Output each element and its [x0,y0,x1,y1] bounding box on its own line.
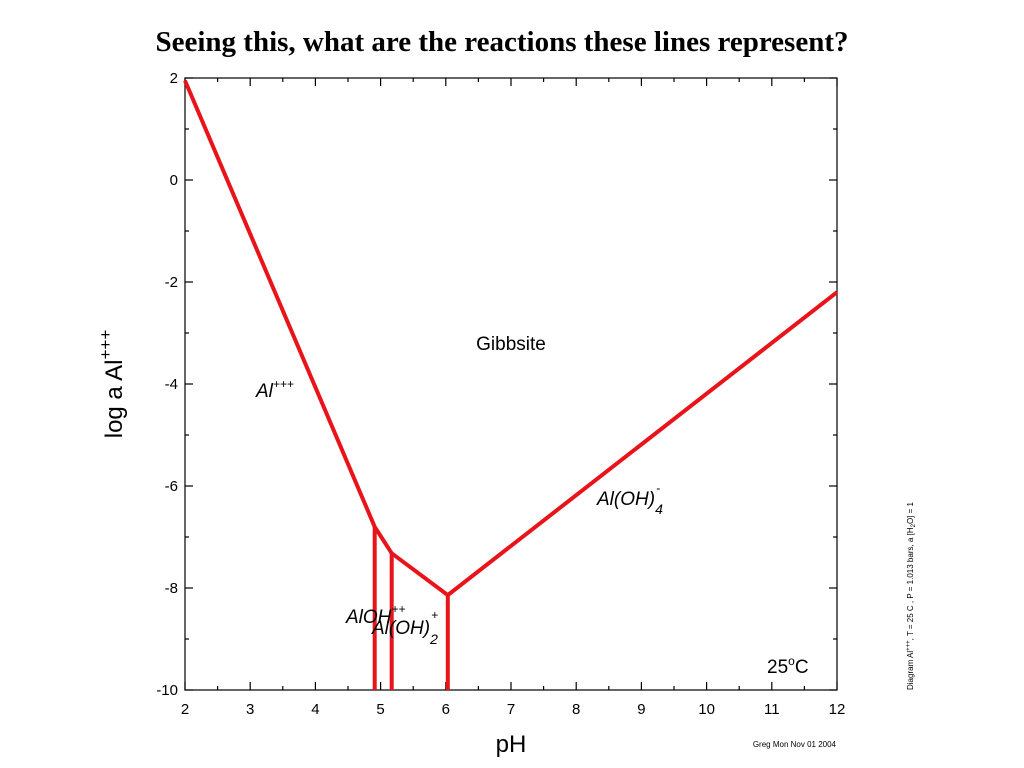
y-tick-label: -10 [156,682,178,699]
y-tick-label: 0 [170,172,178,189]
x-tick-label: 11 [764,701,780,718]
region-label-aloh: AlOH++ [345,602,405,628]
credit-text: Greg Mon Nov 01 2004 [753,740,837,749]
x-tick-label: 8 [572,701,580,718]
region-label-gibbsite: Gibbsite [476,334,546,355]
x-tick-label: 10 [698,701,715,718]
x-tick-label: 2 [181,701,189,718]
y-axis-title-sup: +++ [96,330,115,360]
y-tick-label: -8 [165,580,178,597]
region-label-al3: Al+++ [255,377,294,402]
x-tick-label: 12 [829,701,846,718]
x-tick-label: 9 [637,701,645,718]
x-tick-labels: 2 3 4 5 6 7 8 9 10 11 12 [181,701,846,718]
tick-marks [184,77,838,691]
svg-text:Diagram Al+++, T = 25 C ,: Diagram Al+++, T = 25 C , P = 1.013 bars… [906,501,917,690]
y-tick-label: -4 [165,376,178,393]
slide-title: Seeing this, what are the reactions thes… [155,26,849,58]
stability-boundaries [183,79,839,690]
svg-text:log a Al+++: log a Al+++ [96,330,128,439]
temperature-label: 25oC [767,654,809,678]
x-tick-label: 5 [376,701,384,718]
x-tick-label: 3 [246,701,254,718]
region-label-aloh4: Al(OH)-4 [596,481,663,517]
x-tick-label: 4 [311,701,319,718]
y-axis-title: log a Al+++ [96,330,128,439]
y-tick-labels: 2 0 -2 -4 -6 -8 -10 [156,70,178,699]
y-tick-label: -6 [165,478,178,495]
region-label-aloh2: Al(OH)+ 2 [371,608,438,647]
x-tick-label: 6 [442,701,450,718]
diagram-side-note: Diagram Al+++, T = 25 C , P = 1.013 bars… [906,501,917,690]
x-tick-label: 7 [507,701,515,718]
y-tick-label: -2 [165,274,178,291]
x-axis-title: pH [496,731,527,758]
y-tick-label: 2 [170,70,178,87]
y-axis-title-base: log a Al [101,360,128,439]
